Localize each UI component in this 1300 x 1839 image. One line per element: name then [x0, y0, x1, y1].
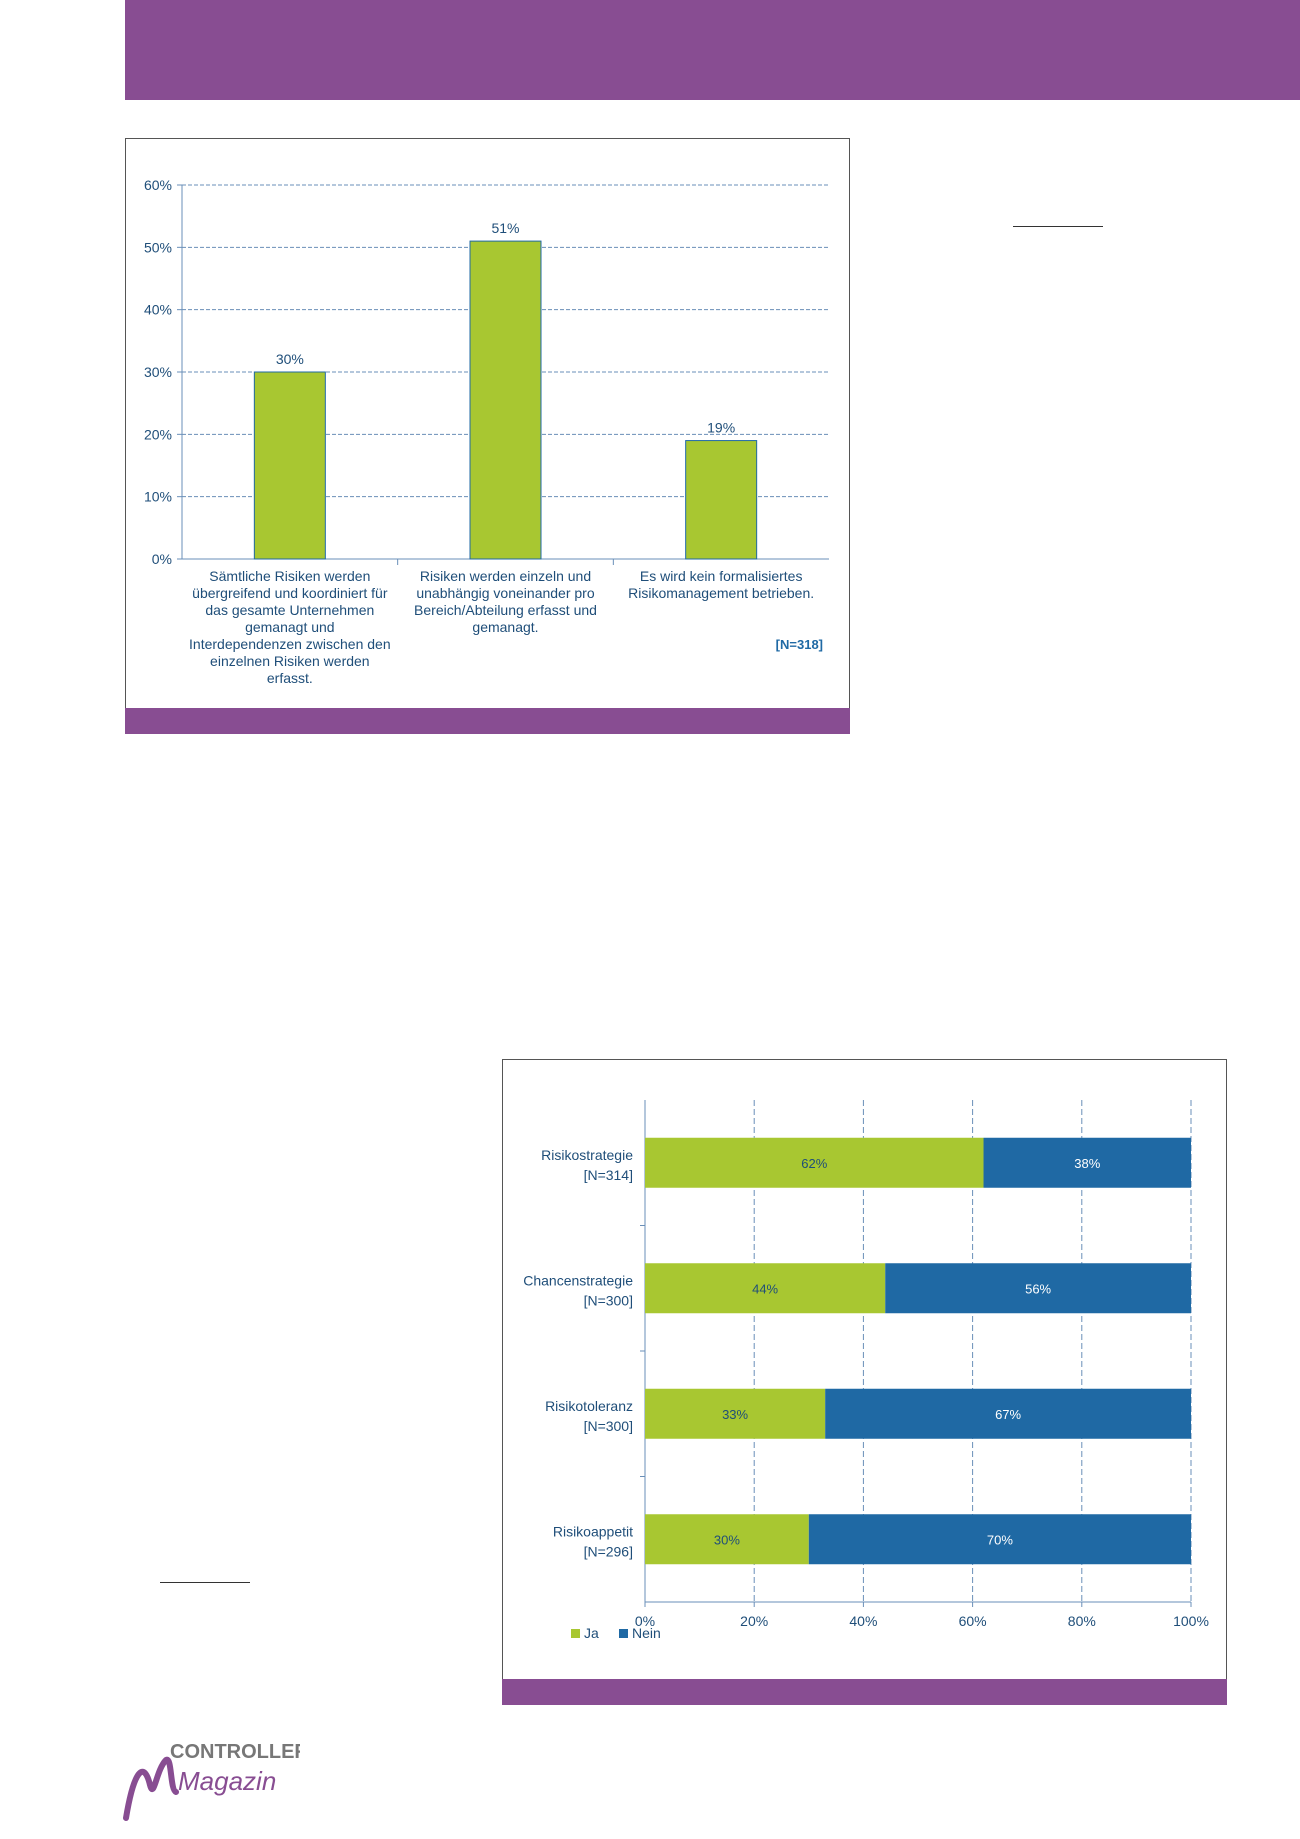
footnote-rule-right [1013, 226, 1103, 227]
category-label-line: gemanagt und [245, 619, 335, 635]
x-tick-label: 100% [1173, 1613, 1209, 1629]
sample-size-note: [N=318] [776, 637, 823, 652]
category-label-line: übergreifend und koordiniert für [192, 585, 388, 601]
category-label: Es wird kein formalisiertes Risikomanagem… [628, 568, 814, 601]
x-tick-label: 40% [849, 1613, 877, 1629]
controller-magazin-logo: CONTROLLER Magazin [120, 1730, 309, 1830]
y-tick-label: 50% [144, 239, 172, 255]
bar-nein [808, 1514, 1191, 1565]
y-tick-label: 10% [144, 489, 172, 505]
category-label-line: [N=300] [584, 1292, 633, 1308]
data-label: 44% [752, 1281, 778, 1296]
chart-1-frame: 0% 10% 20% 30% 40% 50% 60% 30% Sämtliche Risiken… [125, 138, 850, 710]
category-label-line: Risikostrategie [541, 1147, 633, 1163]
data-label: 51% [491, 220, 519, 236]
logo-script: Magazin [178, 1766, 276, 1796]
y-tick-label: 40% [144, 302, 172, 318]
bar-ja [645, 1263, 886, 1314]
legend-label: Ja [584, 1625, 599, 1641]
bar-ja [645, 1388, 826, 1439]
bar [469, 240, 542, 560]
category-label-line: [N=314] [584, 1167, 633, 1183]
x-tick-label: 0% [635, 1613, 655, 1629]
bar-nein [983, 1137, 1191, 1188]
x-tick-label: 80% [1068, 1613, 1096, 1629]
y-tick-label: 0% [152, 551, 172, 567]
chart-2-svg: 0% 20% 40% 60% 80% 100% 62% 38% Risikostrategie [… [523, 1100, 1209, 1641]
chart-2-frame: 0% 20% 40% 60% 80% 100% 62% 38% Risikostrategie [… [502, 1059, 1227, 1681]
category-label-line: unabhängig voneinander pro [416, 585, 594, 601]
x-tick-label: 20% [740, 1613, 768, 1629]
data-label: 30% [714, 1532, 740, 1547]
data-label: 70% [987, 1532, 1013, 1547]
category-label: Risiken werden einzeln und unabhängig von… [414, 568, 597, 635]
category-label: Chancenstrategie [N=300] [523, 1272, 633, 1308]
category-label-line: das gesamte Unternehmen [205, 602, 374, 618]
legend-swatch [619, 1629, 628, 1638]
category-label-line: [N=296] [584, 1543, 633, 1559]
header-band [125, 0, 1300, 100]
data-label: 38% [1074, 1156, 1100, 1171]
legend-swatch [571, 1629, 580, 1638]
logo-svg: CONTROLLER Magazin [123, 1741, 309, 1821]
category-label-line: Risikomanagement betrieben. [628, 585, 814, 601]
category-label: Risikotoleranz [N=300] [545, 1398, 633, 1434]
category-label-line: Interdependenzen zwischen den [189, 636, 391, 652]
category-label-line: Sämtliche Risiken werden [209, 568, 370, 584]
y-tick-label: 20% [144, 426, 172, 442]
bar-ja [645, 1514, 809, 1565]
x-tick-label: 60% [959, 1613, 987, 1629]
data-label: 67% [995, 1407, 1021, 1422]
category-label: Risikoappetit [N=296] [553, 1523, 633, 1559]
logo-text: CONTROLLER [170, 1741, 300, 1763]
bar-nein [825, 1388, 1191, 1439]
chart-2-footer-band [502, 1679, 1227, 1705]
data-label: 33% [722, 1407, 748, 1422]
category-label-line: erfasst. [267, 670, 313, 686]
bar [253, 371, 326, 560]
category-label-line: Risikoappetit [553, 1523, 633, 1539]
category-label: Risikostrategie [N=314] [541, 1147, 633, 1183]
y-tick-label: 60% [144, 177, 172, 193]
category-label-line: gemanagt. [472, 619, 538, 635]
data-label: 30% [276, 351, 304, 367]
legend-label: Nein [632, 1625, 661, 1641]
data-label: 56% [1025, 1281, 1051, 1296]
chart-1-footer-band [125, 708, 850, 734]
category-label-line: Bereich/Abteilung erfasst und [414, 602, 597, 618]
category-label-line: Risiken werden einzeln und [420, 568, 591, 584]
category-label-line: einzelnen Risiken werden [210, 653, 370, 669]
bar-ja [645, 1137, 984, 1188]
bar-nein [885, 1263, 1191, 1314]
category-label-line: Es wird kein formalisiertes [640, 568, 803, 584]
chart-1-svg: 0% 10% 20% 30% 40% 50% 60% 30% Sämtliche Risiken… [144, 177, 829, 686]
category-label: Sämtliche Risiken werden übergreifend und… [189, 568, 391, 686]
category-label-line: [N=300] [584, 1418, 633, 1434]
footnote-rule-left [160, 1582, 250, 1583]
category-label-line: Risikotoleranz [545, 1398, 633, 1414]
category-label-line: Chancenstrategie [523, 1272, 633, 1288]
data-label: 19% [707, 420, 735, 436]
y-tick-label: 30% [144, 364, 172, 380]
data-label: 62% [801, 1156, 827, 1171]
bar [685, 440, 758, 560]
